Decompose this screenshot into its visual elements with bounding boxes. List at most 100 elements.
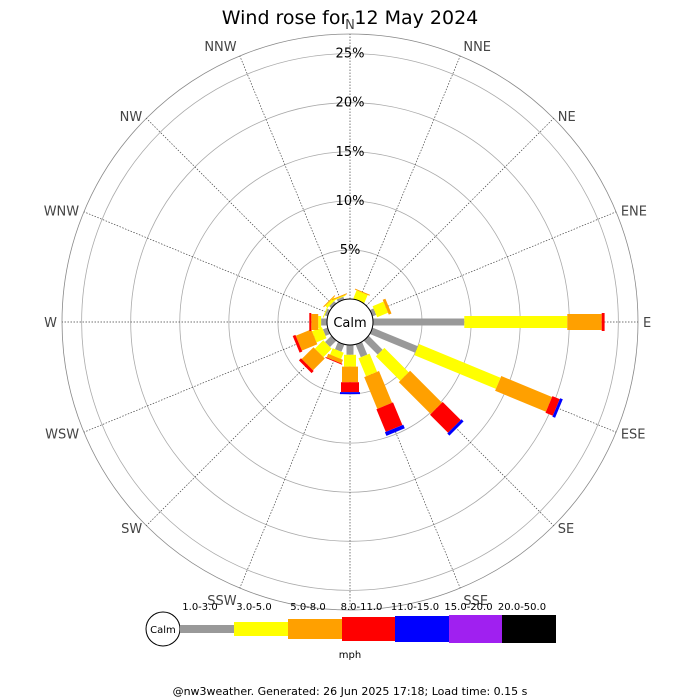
direction-label-se: SE — [558, 522, 574, 537]
speed-legend: Calm 1.0-3.0 3.0-5.0 5.0-8.0 8.0-11.0 11.0-15… — [145, 602, 556, 647]
direction-labels: NNNENEENEEESESESSESSSWSWWSWWWNWNWNNW — [44, 18, 652, 631]
bar-ese-11.0-15.0 — [552, 398, 563, 418]
calm-circle: Calm — [326, 298, 374, 346]
direction-label-wnw: WNW — [44, 205, 80, 220]
bar-ssw-1.0-3.0 — [335, 341, 345, 352]
bar-ene-1.0-3.0 — [369, 308, 377, 317]
direction-label-ne: NE — [558, 110, 576, 125]
bar-wsw-8.0-11.0 — [292, 334, 303, 353]
radial-tick-label: 25% — [336, 47, 365, 62]
legend-swatch-3.0-5.0 — [234, 622, 288, 636]
bar-s-5.0-8.0 — [342, 366, 358, 383]
bar-nnw-1.0-3.0 — [336, 296, 345, 303]
bar-sse-5.0-8.0 — [364, 371, 393, 409]
bar-se-5.0-8.0 — [398, 370, 442, 414]
bar-nw-3.0-5.0 — [325, 297, 336, 308]
bar-sse-11.0-15.0 — [384, 424, 405, 436]
bar-ssw-5.0-8.0 — [326, 353, 343, 364]
spoke-sw — [146, 338, 334, 526]
bar-ese-8.0-11.0 — [545, 396, 560, 416]
chart-title: Wind rose for 12 May 2024 — [222, 7, 479, 29]
bar-sse-3.0-5.0 — [358, 353, 378, 377]
bar-ese-3.0-5.0 — [414, 344, 501, 389]
spoke-se — [366, 338, 554, 526]
legend-swatch-8.0-11.0 — [342, 617, 395, 641]
spoke-sse — [358, 343, 461, 589]
legend-label-20.0-50.0: 20.0-50.0 — [498, 602, 546, 613]
bar-w-3.0-5.0 — [318, 316, 322, 328]
direction-label-ese: ESE — [621, 427, 646, 442]
bar-nw-5.0-8.0 — [323, 295, 336, 308]
bar-e-1.0-3.0 — [373, 318, 465, 326]
legend-unit-label: mph — [339, 650, 361, 661]
bar-wsw-5.0-8.0 — [295, 329, 318, 351]
direction-label-nne: NNE — [463, 40, 491, 55]
direction-label-wsw: WSW — [45, 427, 79, 442]
bar-s-1.0-3.0 — [346, 345, 354, 355]
direction-label-e: E — [643, 316, 651, 331]
legend-label-3.0-5.0: 3.0-5.0 — [236, 602, 271, 613]
spoke-nw — [146, 118, 334, 306]
bar-se-1.0-3.0 — [363, 335, 383, 355]
spoke-wnw — [83, 211, 329, 314]
legend-label-11.0-15.0: 11.0-15.0 — [391, 602, 439, 613]
legend-swatch-15.0-20.0 — [449, 615, 502, 643]
spoke-ene — [371, 211, 617, 314]
bar-s-8.0-11.0 — [341, 382, 359, 393]
bar-nne-5.0-8.0 — [354, 288, 370, 296]
bar-ssw-8.0-11.0 — [325, 357, 343, 365]
legend-swatch-1.0-3.0 — [180, 625, 234, 633]
legend-label-5.0-8.0: 5.0-8.0 — [290, 602, 325, 613]
legend-swatch-11.0-15.0 — [395, 616, 449, 642]
bar-s-3.0-5.0 — [344, 354, 356, 367]
grid-ring — [81, 53, 619, 591]
radial-tick-label: 5% — [340, 243, 361, 258]
bar-nw-1.0-3.0 — [329, 301, 337, 309]
radial-tick-labels: 5% 10% 15% 20% 25% — [336, 47, 365, 258]
bar-wsw-1.0-3.0 — [322, 327, 331, 336]
bar-ene-5.0-8.0 — [382, 298, 392, 315]
bar-wnw-1.0-3.0 — [324, 308, 331, 317]
radial-tick-label: 15% — [336, 145, 365, 160]
calm-label: Calm — [333, 316, 366, 331]
legend-calm-label: Calm — [150, 625, 176, 636]
spoke-nne — [358, 55, 461, 301]
footer-text: @nw3weather. Generated: 26 Jun 2025 17:1… — [173, 685, 528, 698]
legend-label-1.0-3.0: 1.0-3.0 — [182, 602, 217, 613]
legend-label-15.0-20.0: 15.0-20.0 — [444, 602, 492, 613]
bar-sse-1.0-3.0 — [355, 341, 368, 358]
direction-label-w: W — [44, 316, 57, 331]
bar-nnw-5.0-8.0 — [331, 293, 348, 301]
direction-label-nnw: NNW — [204, 40, 236, 55]
radial-tick-label: 20% — [336, 96, 365, 111]
direction-label-ssw: SSW — [207, 594, 237, 609]
bar-ssw-3.0-5.0 — [330, 348, 344, 360]
bar-e-8.0-11.0 — [601, 313, 605, 331]
bar-ese-1.0-3.0 — [369, 327, 418, 353]
bar-wnw-3.0-5.0 — [322, 306, 329, 318]
bar-sw-3.0-5.0 — [314, 340, 332, 358]
spoke-ne — [366, 118, 554, 306]
bar-e-3.0-5.0 — [464, 316, 568, 328]
direction-label-n: N — [345, 18, 355, 33]
bar-s-11.0-15.0 — [340, 392, 360, 395]
direction-label-sw: SW — [121, 522, 142, 537]
legend-label-8.0-11.0: 8.0-11.0 — [341, 602, 383, 613]
bar-w-5.0-8.0 — [311, 314, 319, 330]
bar-se-8.0-11.0 — [430, 402, 461, 433]
bar-sw-8.0-11.0 — [298, 358, 314, 374]
direction-label-sse: SSE — [463, 594, 488, 609]
radial-tick-label: 10% — [336, 194, 365, 209]
bar-w-8.0-11.0 — [309, 313, 312, 331]
legend-swatch-5.0-8.0 — [288, 619, 342, 639]
bar-ene-3.0-5.0 — [372, 301, 389, 318]
bar-e-5.0-8.0 — [567, 314, 602, 330]
direction-label-ene: ENE — [621, 205, 647, 220]
bar-sw-5.0-8.0 — [301, 347, 325, 371]
bar-nnw-3.0-5.0 — [334, 294, 346, 301]
wind-bars — [292, 288, 605, 436]
bar-wsw-3.0-5.0 — [311, 327, 327, 343]
legend-swatch-20.0-50.0 — [502, 615, 556, 643]
bar-se-3.0-5.0 — [375, 347, 409, 381]
